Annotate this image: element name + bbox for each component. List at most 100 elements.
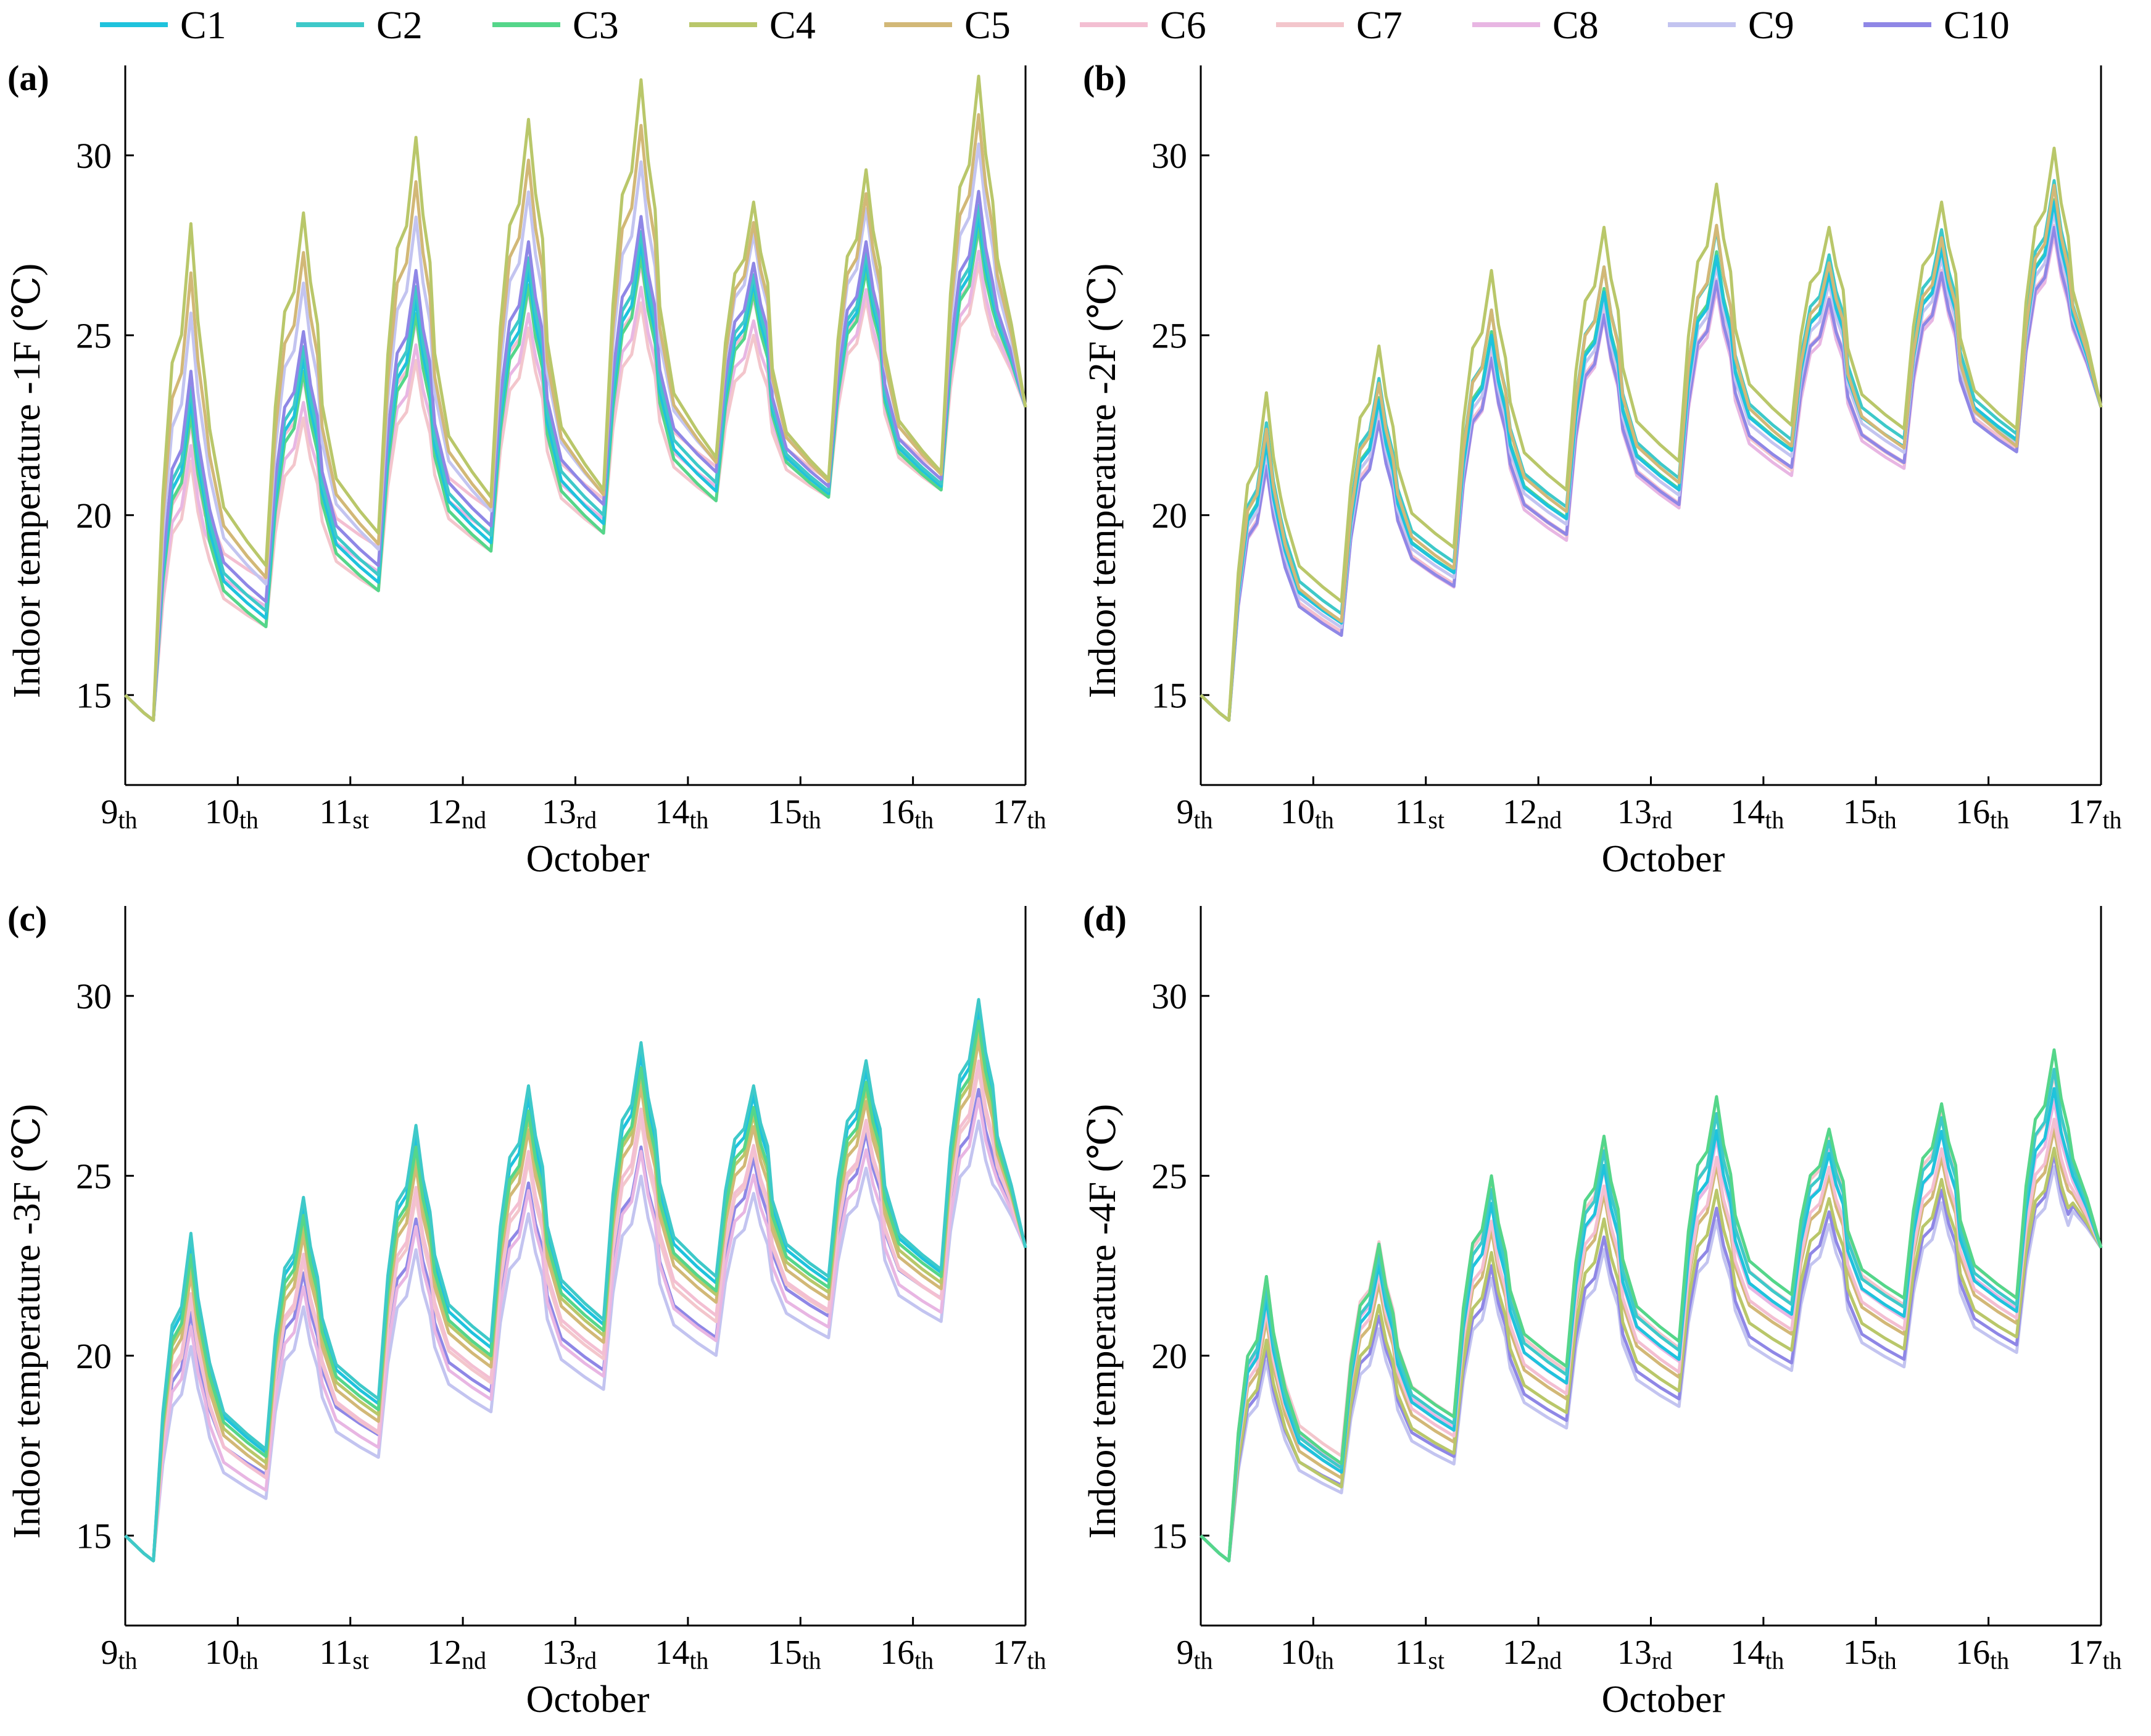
x-tick-label: 10th: [1280, 1634, 1334, 1674]
y-tick-label: 25: [76, 315, 112, 355]
series-line-c6: [124, 1059, 1027, 1563]
x-tick-label: 9th: [1176, 793, 1212, 834]
x-tick-day: 17: [2068, 1634, 2102, 1672]
y-axis-title: Indoor temperature -1F (℃): [6, 264, 48, 699]
series-line-c2: [1200, 1068, 2103, 1563]
series-line-c5: [124, 113, 1027, 722]
series-line-c7: [124, 262, 1027, 722]
x-tick-suffix: th: [1990, 1647, 2009, 1674]
x-tick-day: 10: [1280, 793, 1315, 831]
series-line-c1: [1200, 201, 2103, 722]
x-tick-day: 16: [1955, 793, 1990, 831]
panel-label: (d): [1083, 899, 1127, 939]
y-tick-label: 25: [1151, 315, 1187, 355]
series-line-c3: [124, 1020, 1027, 1563]
x-axis-title: October: [526, 1679, 650, 1721]
x-tick-suffix: th: [1193, 806, 1212, 834]
x-tick-day: 14: [1730, 1634, 1765, 1672]
x-tick-label: 12nd: [427, 793, 486, 834]
x-tick-label: 14th: [655, 793, 708, 834]
x-tick-suffix: th: [1193, 1647, 1212, 1674]
panel-d: (d) 15 20 25 30 9th 10th 11st 12nd 13rd 14th 15th 16…: [1076, 892, 2151, 1733]
x-tick-day: 17: [992, 793, 1027, 831]
x-tick-suffix: th: [1990, 806, 2009, 834]
x-tick-label: 9th: [1176, 1634, 1212, 1674]
series-line-c5: [1200, 1128, 2103, 1563]
x-tick-label: 11st: [319, 1634, 369, 1674]
legend-label-c6: C6: [1160, 3, 1206, 47]
x-tick-label: 15th: [1843, 1634, 1897, 1674]
x-tick-suffix: th: [2102, 806, 2121, 834]
x-tick-day: 11: [1395, 793, 1428, 831]
legend-label-c5: C5: [964, 3, 1011, 47]
x-tick-label: 12nd: [1502, 1634, 1562, 1674]
x-tick-day: 12: [427, 793, 462, 831]
x-tick-label: 9th: [101, 793, 137, 834]
series-line-c4: [124, 75, 1027, 722]
x-tick-suffix: st: [352, 806, 369, 834]
panel-b: (b) 15 20 25 30 9th 10th 11st 12nd 13rd 14th 15th 16…: [1076, 52, 2151, 892]
series-line-c8: [124, 1097, 1027, 1563]
x-tick-label: 16th: [880, 793, 934, 834]
series-line-c5: [1200, 183, 2103, 722]
x-tick-suffix: th: [689, 806, 708, 834]
y-tick-label: 15: [76, 675, 112, 715]
x-tick-suffix: nd: [1537, 806, 1562, 834]
series-line-c10: [124, 189, 1027, 722]
y-tick-label: 25: [1151, 1156, 1187, 1196]
y-tick-label: 20: [1151, 1336, 1187, 1376]
series-line-c10: [124, 1087, 1027, 1563]
y-tick-label: 20: [76, 496, 112, 536]
x-tick-suffix: th: [2102, 1647, 2121, 1674]
series-line-c3: [1200, 1048, 2103, 1563]
series-line-c2: [124, 998, 1027, 1563]
x-tick-suffix: nd: [1537, 1647, 1562, 1674]
x-tick-suffix: th: [1027, 1647, 1046, 1674]
x-tick-day: 13: [542, 1634, 576, 1672]
y-tick-label: 15: [1151, 675, 1187, 715]
x-tick-suffix: st: [352, 1647, 369, 1674]
x-tick-day: 11: [1395, 1634, 1428, 1672]
series-line-c4: [1200, 146, 2103, 722]
x-tick-suffix: th: [1315, 806, 1334, 834]
x-tick-suffix: st: [1428, 1647, 1444, 1674]
panel-a: (a) 15 20 25 30 9th 10th 11st 12nd 13rd 14th 15th 16…: [0, 52, 1076, 892]
x-tick-suffix: th: [689, 1647, 708, 1674]
x-tick-day: 13: [542, 793, 576, 831]
x-tick-day: 10: [1280, 1634, 1315, 1672]
x-tick-suffix: rd: [1652, 1647, 1672, 1674]
series-line-c2: [124, 203, 1027, 722]
x-tick-label: 10th: [1280, 793, 1334, 834]
x-tick-day: 15: [768, 793, 802, 831]
x-tick-label: 13rd: [542, 793, 597, 834]
series-line-c1: [124, 214, 1027, 722]
y-tick-label: 15: [76, 1516, 112, 1556]
x-tick-day: 9: [101, 1634, 118, 1672]
series-line-c8: [1200, 233, 2103, 722]
x-tick-day: 15: [768, 1634, 802, 1672]
x-tick-label: 13rd: [1617, 793, 1672, 834]
x-tick-suffix: nd: [462, 806, 486, 834]
legend-label-c7: C7: [1356, 3, 1403, 47]
x-tick-day: 9: [1176, 1634, 1193, 1672]
x-tick-label: 11st: [319, 793, 369, 834]
x-tick-suffix: th: [914, 806, 934, 834]
x-tick-day: 12: [427, 1634, 462, 1672]
x-tick-day: 16: [1955, 1634, 1990, 1672]
y-axis-title: Indoor temperature -3F (℃): [6, 1104, 48, 1539]
x-tick-label: 13rd: [1617, 1634, 1672, 1674]
x-tick-suffix: th: [1027, 806, 1046, 834]
x-axis-title: October: [1602, 838, 1725, 880]
x-tick-label: 10th: [205, 1634, 259, 1674]
x-tick-day: 16: [880, 793, 914, 831]
x-tick-label: 12nd: [1502, 793, 1562, 834]
x-tick-suffix: th: [914, 1647, 934, 1674]
legend-label-c1: C1: [180, 3, 226, 47]
x-tick-suffix: rd: [1652, 806, 1672, 834]
x-tick-label: 17th: [992, 1634, 1046, 1674]
x-tick-label: 10th: [205, 793, 259, 834]
series-line-c9: [124, 142, 1027, 722]
x-tick-label: 17th: [992, 793, 1046, 834]
x-tick-suffix: th: [802, 806, 821, 834]
x-tick-suffix: th: [1878, 806, 1897, 834]
